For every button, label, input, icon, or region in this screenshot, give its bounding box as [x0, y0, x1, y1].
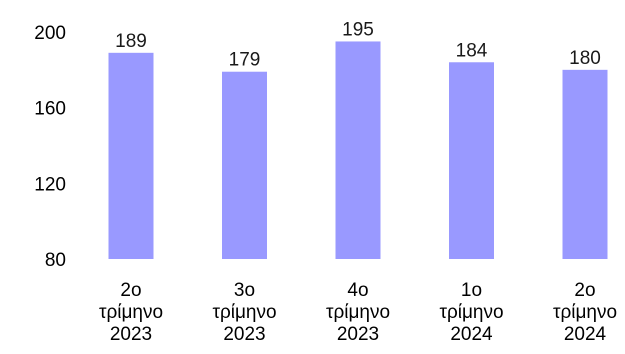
x-tick-label-line: τρίμηνο: [212, 302, 276, 323]
x-tick-label-line: 2023: [110, 324, 152, 345]
bar: [562, 69, 608, 259]
x-tick-label-line: τρίμηνο: [326, 302, 390, 323]
x-tick-label: 4ο τρίμηνο 2023: [326, 280, 390, 345]
bars: [108, 41, 608, 260]
y-tick-label: 80: [45, 250, 66, 271]
bar: [335, 41, 381, 260]
bar: [449, 62, 494, 260]
x-tick-label-line: 3ο: [234, 280, 255, 301]
y-tick-label: 200: [34, 23, 66, 44]
x-tick-label-line: 2ο: [574, 280, 595, 301]
y-tick-label: 120: [34, 174, 66, 195]
x-tick-label-line: τρίμηνο: [553, 302, 617, 323]
x-tick-label-line: 2024: [564, 324, 607, 345]
y-tick-label: 160: [34, 99, 66, 120]
y-axis-ticks: 80 120 160 200: [34, 23, 66, 271]
x-tick-label-line: 2023: [337, 324, 379, 345]
x-tick-label-line: 2ο: [120, 280, 141, 301]
data-label: 184: [456, 40, 488, 61]
x-tick-label-line: 1ο: [461, 280, 482, 301]
data-label: 189: [115, 31, 147, 52]
data-label: 180: [569, 48, 601, 69]
data-labels: 189 179 195 184 180: [115, 19, 601, 70]
x-tick-label: 2ο τρίμηνο 2023: [99, 280, 163, 345]
x-tick-label: 2ο τρίμηνο 2024: [553, 280, 617, 345]
x-tick-label-line: τρίμηνο: [99, 302, 163, 323]
x-tick-label-line: τρίμηνο: [439, 302, 503, 323]
x-tick-label: 1ο τρίμηνο 2024: [439, 280, 503, 345]
x-tick-label-line: 2023: [223, 324, 265, 345]
bar: [108, 52, 154, 259]
x-tick-label-line: 4ο: [347, 280, 368, 301]
x-tick-label: 3ο τρίμηνο 2023: [212, 280, 276, 345]
data-label: 179: [229, 50, 261, 71]
data-label: 195: [342, 19, 374, 40]
x-tick-label-line: 2024: [450, 324, 493, 345]
bar: [222, 71, 267, 259]
